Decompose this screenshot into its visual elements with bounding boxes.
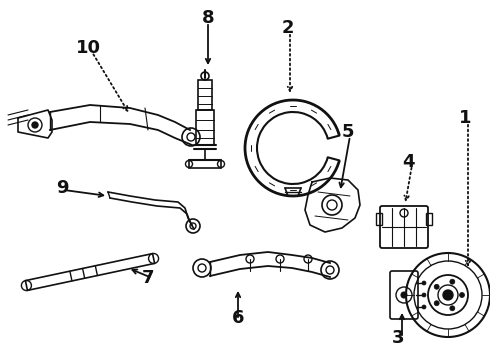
Bar	[426, 213, 432, 225]
Text: 6: 6	[232, 309, 244, 327]
Circle shape	[460, 292, 465, 297]
Circle shape	[32, 122, 38, 128]
Circle shape	[443, 290, 453, 300]
Text: 9: 9	[56, 179, 68, 197]
Text: 8: 8	[202, 9, 214, 27]
Circle shape	[434, 284, 439, 289]
Text: 1: 1	[459, 109, 471, 127]
Circle shape	[434, 301, 439, 306]
Text: 5: 5	[342, 123, 354, 141]
Circle shape	[422, 281, 426, 285]
Circle shape	[450, 306, 455, 311]
Bar	[376, 213, 382, 225]
Circle shape	[450, 279, 455, 284]
Circle shape	[422, 305, 426, 309]
Text: 4: 4	[402, 153, 414, 171]
Circle shape	[401, 292, 407, 298]
Text: 2: 2	[282, 19, 294, 37]
Circle shape	[422, 293, 426, 297]
Text: 3: 3	[392, 329, 404, 347]
Text: 10: 10	[75, 39, 100, 57]
Text: 7: 7	[142, 269, 154, 287]
